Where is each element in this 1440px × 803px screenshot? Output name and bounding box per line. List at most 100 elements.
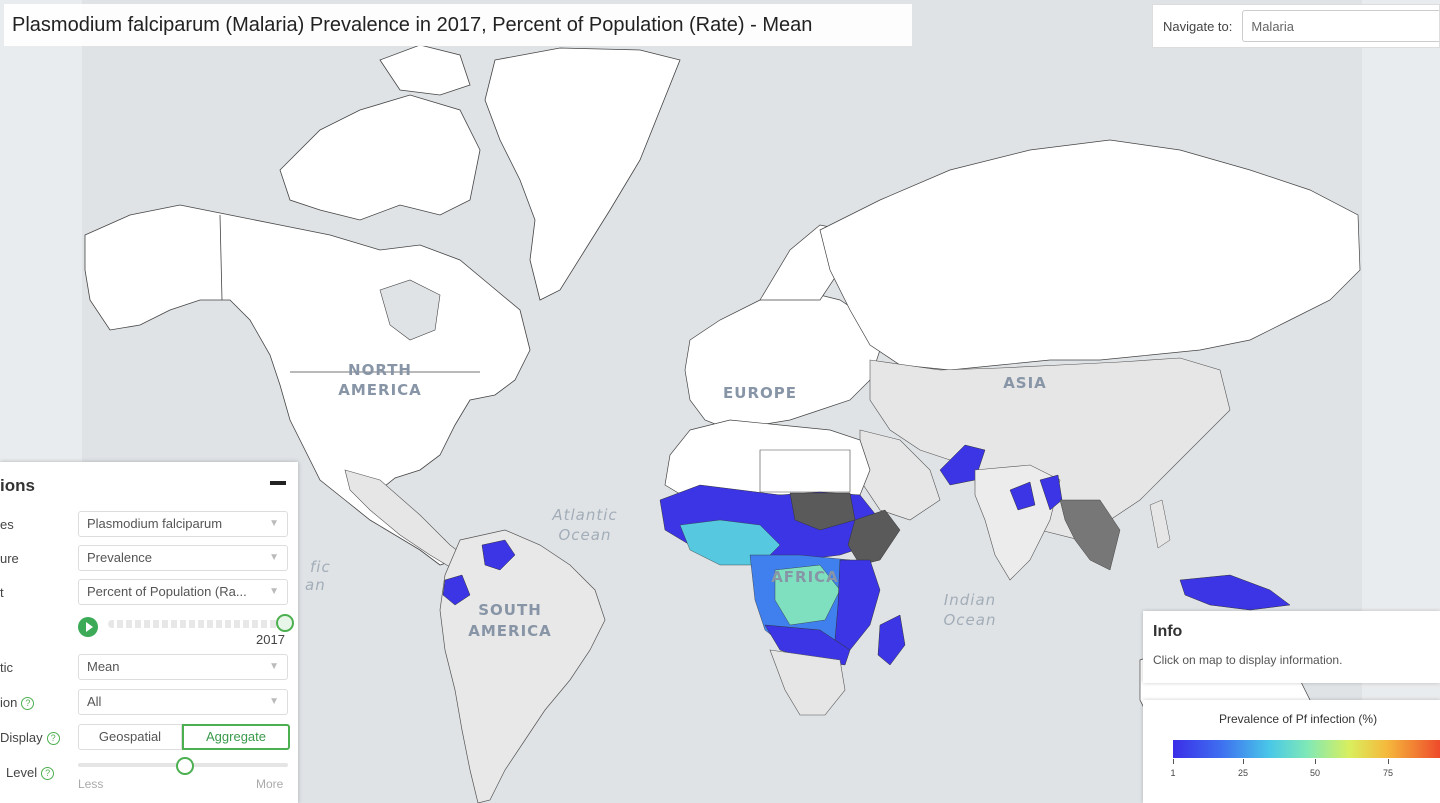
level-slider-handle[interactable] (176, 757, 194, 775)
russia[interactable] (819, 139, 1361, 371)
level-min-label: Less (78, 777, 104, 791)
label-south-america-1: SOUTH (478, 601, 542, 619)
southern-central-africa[interactable] (764, 624, 851, 666)
option-row-measure: ure Prevalence ▼ (0, 545, 298, 573)
display-toggle: Geospatial Aggregate (78, 724, 290, 750)
option-row-display: Display? (0, 724, 298, 752)
measure-value: Prevalence (87, 550, 153, 565)
option-label-statistic: tic (0, 660, 13, 675)
info-panel: Info Click on map to display information… (1143, 611, 1440, 683)
region-value: All (87, 694, 102, 709)
legend-tick (1388, 759, 1389, 764)
sudan-dark[interactable] (789, 492, 856, 531)
options-panel: ions (0, 462, 298, 803)
option-row-region: ion? All ▼ (0, 689, 298, 717)
statistic-value: Mean (87, 659, 120, 674)
east-india[interactable] (1009, 481, 1036, 511)
option-row-species: es Plasmodium falciparum ▼ (0, 511, 298, 539)
asia-south[interactable] (869, 357, 1231, 541)
option-label-region: ion? (0, 695, 35, 711)
legend-title: Prevalence of Pf infection (%) (1219, 712, 1378, 726)
minimize-icon[interactable] (270, 481, 286, 485)
hudson-bay (379, 279, 441, 341)
east-africa[interactable] (834, 559, 881, 651)
indonesia-png[interactable] (1179, 574, 1291, 611)
label-indian-1: Indian (944, 591, 996, 609)
legend-tick (1315, 759, 1316, 764)
help-icon[interactable]: ? (41, 767, 55, 781)
help-icon[interactable]: ? (21, 697, 35, 711)
horn-of-africa[interactable] (847, 509, 901, 566)
legend-tick-label: 50 (1309, 768, 1321, 778)
chevron-down-icon: ▼ (269, 552, 279, 563)
unit-value: Percent of Population (Ra... (87, 584, 247, 599)
venezuela-guyana[interactable] (481, 539, 516, 571)
southeast-asia[interactable] (1059, 499, 1121, 571)
option-label-display: Display? (0, 730, 60, 746)
level-label-text: Level (6, 765, 38, 780)
option-row-statistic: tic Mean ▼ (0, 654, 298, 682)
map-title-text: Plasmodium falciparum (Malaria) Prevalen… (12, 13, 813, 36)
info-title: Info (1153, 623, 1183, 640)
greenland[interactable] (484, 47, 681, 301)
label-indian-2: Ocean (944, 611, 997, 629)
pakistan-region[interactable] (939, 444, 986, 486)
navigate-panel: Navigate to: Malaria (1152, 4, 1440, 48)
timeline-year: 2017 (256, 632, 285, 647)
label-asia: ASIA (1003, 374, 1047, 392)
region-label-text: ion (0, 695, 18, 710)
label-pacific-2: an (305, 576, 326, 594)
level-max-label: More (256, 777, 284, 791)
label-atlantic-2: Ocean (559, 526, 612, 544)
option-row-unit: t Percent of Population (Ra... ▼ (0, 579, 298, 607)
option-label-unit: t (0, 585, 4, 600)
toggle-aggregate[interactable]: Aggregate (182, 724, 290, 750)
peru-amazon[interactable] (442, 574, 471, 606)
species-select[interactable]: Plasmodium falciparum ▼ (78, 511, 288, 537)
timeline-track[interactable] (108, 620, 284, 628)
play-button[interactable] (78, 617, 98, 637)
legend-color-bar (1173, 740, 1440, 758)
label-atlantic-1: Atlantic (551, 506, 617, 524)
map-title: Plasmodium falciparum (Malaria) Prevalen… (4, 4, 912, 46)
madagascar[interactable] (877, 614, 906, 666)
statistic-select[interactable]: Mean ▼ (78, 654, 288, 680)
philippines[interactable] (1149, 499, 1171, 549)
label-africa: AFRICA (771, 568, 839, 586)
congo-high[interactable] (774, 564, 841, 626)
label-europe: EUROPE (723, 384, 797, 402)
legend-tick (1243, 759, 1244, 764)
species-value: Plasmodium falciparum (87, 516, 223, 531)
chevron-down-icon: ▼ (269, 661, 279, 672)
libya-egypt[interactable] (759, 449, 851, 493)
region-select[interactable]: All ▼ (78, 689, 288, 715)
timeline-handle[interactable] (276, 614, 294, 632)
legend-tick (1173, 759, 1174, 764)
navigate-select[interactable]: Malaria (1242, 10, 1439, 42)
southern-africa[interactable] (769, 649, 846, 716)
chevron-down-icon: ▼ (269, 696, 279, 707)
legend-tick-label: 1 (1170, 768, 1176, 778)
options-header: ions (0, 476, 35, 495)
arctic-islands[interactable] (279, 94, 481, 221)
legend-tick-label: 75 (1382, 768, 1394, 778)
option-label-species: es (0, 517, 14, 532)
chevron-down-icon: ▼ (269, 586, 279, 597)
label-north-america-1: NORTH (348, 361, 412, 379)
measure-select[interactable]: Prevalence ▼ (78, 545, 288, 571)
legend-panel: Prevalence of Pf infection (%) 1 25 50 7… (1143, 700, 1440, 803)
navigate-label: Navigate to: (1163, 18, 1233, 34)
help-icon[interactable]: ? (46, 732, 60, 746)
info-text: Click on map to display information. (1153, 653, 1343, 667)
unit-select[interactable]: Percent of Population (Ra... ▼ (78, 579, 288, 605)
label-south-america-2: AMERICA (468, 622, 552, 640)
display-label-text: Display (0, 730, 43, 745)
label-north-america-2: AMERICA (338, 381, 422, 399)
option-row-level: Level? (0, 760, 298, 788)
label-pacific-1: fic (310, 558, 331, 576)
india[interactable] (974, 464, 1061, 581)
toggle-geospatial[interactable]: Geospatial (78, 724, 182, 750)
chevron-down-icon: ▼ (269, 518, 279, 529)
option-label-level: Level? (6, 765, 55, 781)
south-america[interactable] (439, 529, 606, 803)
